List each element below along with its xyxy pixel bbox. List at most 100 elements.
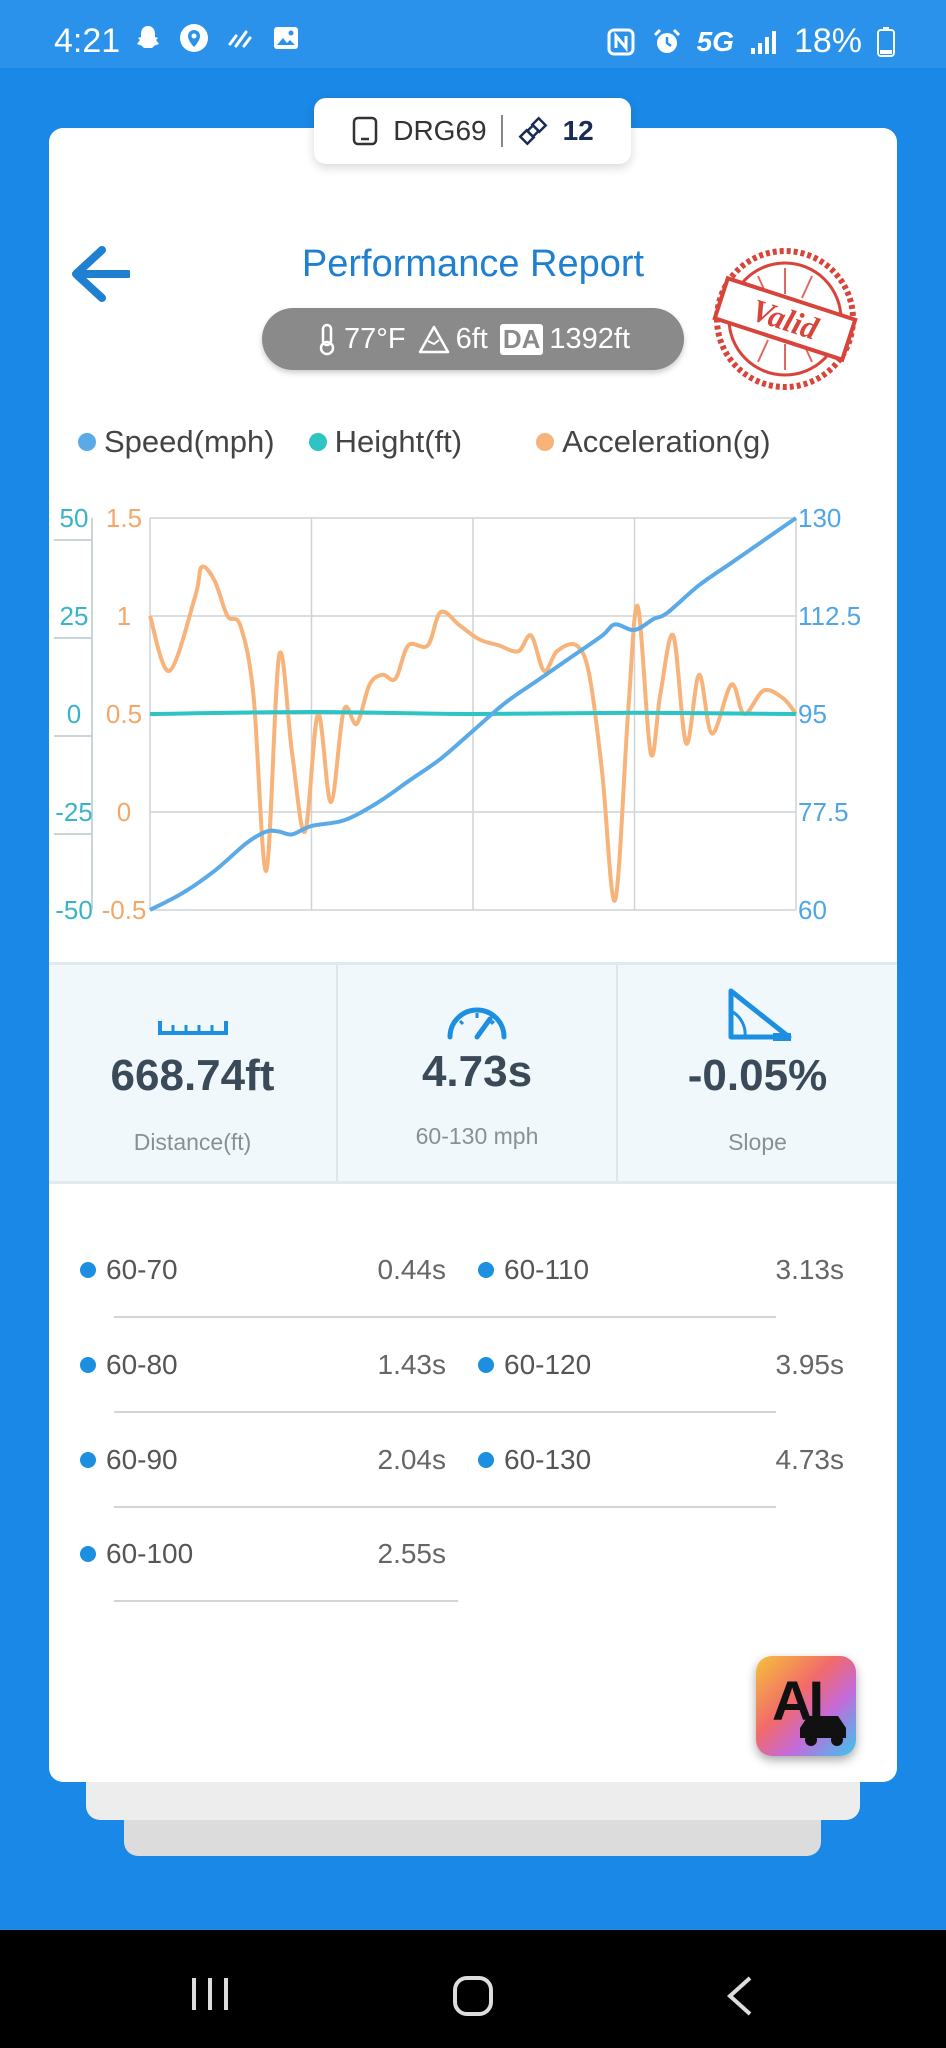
legend-acceleration-dot <box>536 433 555 451</box>
split-row: 60-80 1.43s <box>80 1349 458 1443</box>
split-divider <box>404 1316 776 1318</box>
speed-tick-label: 60 <box>798 895 827 925</box>
split-row: 60-70 0.44s <box>80 1254 458 1348</box>
accel-tick-label: 1.5 <box>106 503 142 533</box>
ruler-icon <box>157 1021 228 1035</box>
split-time: 4.73s <box>775 1444 845 1475</box>
network-label: 5G <box>696 25 734 57</box>
split-time: 2.55s <box>377 1538 447 1569</box>
accel-tick-label: 0 <box>117 797 131 827</box>
height-tick-label: -25 <box>55 797 93 827</box>
status-right: 5G 18% <box>605 22 896 61</box>
notification-icons <box>132 22 302 54</box>
legend-speed-dot <box>78 433 96 451</box>
acceleration-series-line <box>148 564 798 903</box>
height-tick-label: 25 <box>60 601 89 631</box>
device-name: DRG69 <box>393 115 487 146</box>
temperature-value: 77°F <box>343 322 406 355</box>
split-range: 60-120 <box>478 1349 591 1381</box>
distance-value: 668.74ft <box>110 1051 275 1100</box>
speed-tick-label: 95 <box>798 699 827 729</box>
split-range: 60-90 <box>80 1444 178 1476</box>
split-divider <box>404 1411 776 1413</box>
split-dot <box>80 1262 96 1278</box>
split-range-label: 60-90 <box>106 1444 178 1475</box>
split-range-label: 60-80 <box>106 1349 178 1380</box>
time-stat: 4.73s 60-130 mph <box>336 965 616 1181</box>
split-range: 60-110 <box>478 1254 589 1286</box>
density-altitude-value: 1392ft <box>549 322 631 355</box>
split-row: 60-90 2.04s <box>80 1444 458 1538</box>
back-arrow-icon[interactable] <box>66 244 130 304</box>
speed-tick-label: 112.5 <box>798 601 861 631</box>
split-range: 60-80 <box>80 1349 178 1381</box>
status-time: 4:21 <box>54 22 121 60</box>
slope-value: -0.05% <box>687 1051 828 1100</box>
back-nav-icon[interactable] <box>720 1972 760 2020</box>
split-range: 60-100 <box>80 1538 193 1570</box>
legend-acceleration[interactable]: Acceleration(g) <box>536 424 771 460</box>
location-icon <box>180 24 208 52</box>
split-range-label: 60-110 <box>504 1254 590 1285</box>
speed-tick-label: 130 <box>798 503 841 533</box>
split-divider <box>114 1506 458 1508</box>
time-label: 60-130 mph <box>415 1123 539 1149</box>
device-separator <box>500 115 503 147</box>
car-icon <box>800 1716 846 1746</box>
height-tick-label: 0 <box>67 699 81 729</box>
accel-tick-label: 0.5 <box>106 699 142 729</box>
split-row: 60-100 2.55s <box>80 1538 458 1632</box>
legend-speed[interactable]: Speed(mph) <box>78 424 275 460</box>
satellite-icon <box>518 116 548 146</box>
stream-icon <box>228 30 252 48</box>
density-altitude-item: DA 1392ft <box>499 322 631 356</box>
conditions-pill: 77°F 6ft DA 1392ft <box>262 308 684 370</box>
distance-label: Distance(ft) <box>133 1129 252 1155</box>
ai-assistant-button[interactable]: AI <box>756 1656 856 1756</box>
split-range-label: 60-100 <box>106 1538 194 1569</box>
home-icon[interactable] <box>451 1974 495 2018</box>
speedometer-icon <box>447 1007 507 1040</box>
split-divider <box>114 1600 458 1602</box>
slope-icon <box>728 988 791 1041</box>
system-nav-bar <box>0 1930 946 2048</box>
status-bar: 4:21 5G 18% <box>0 0 946 68</box>
split-dot <box>478 1357 494 1373</box>
legend-speed-label: Speed(mph) <box>104 424 275 459</box>
split-dot <box>80 1357 96 1373</box>
mountain-icon <box>418 325 449 354</box>
performance-chart[interactable]: 50 25 0 -25 -50 1.5 1 0.5 0 -0.5 130 112.5 95 77.5 60 <box>0 470 946 930</box>
gallery-icon <box>274 27 298 49</box>
speed-tick-label: 77.5 <box>798 797 849 827</box>
nfc-icon <box>607 28 635 55</box>
chart-legend: Speed(mph) Height(ft) Acceleration(g) <box>78 424 805 460</box>
split-divider <box>404 1506 776 1508</box>
split-range-label: 60-120 <box>504 1349 592 1380</box>
valid-stamp: Valid <box>712 248 858 390</box>
split-divider <box>114 1411 458 1413</box>
legend-height-label: Height(ft) <box>334 424 463 459</box>
distance-stat: 668.74ft Distance(ft) <box>49 965 336 1181</box>
split-row: 60-120 3.95s <box>404 1349 845 1443</box>
split-divider <box>114 1316 458 1318</box>
device-icon <box>352 116 378 146</box>
alarm-icon <box>653 28 680 53</box>
split-time: 1.43s <box>377 1349 447 1380</box>
split-range-label: 60-70 <box>106 1254 178 1285</box>
slope-label: Slope <box>728 1129 787 1155</box>
split-dot <box>80 1452 96 1468</box>
split-dot <box>80 1546 96 1562</box>
split-time: 3.95s <box>775 1349 845 1380</box>
elevation-value: 6ft <box>455 322 488 355</box>
legend-height-dot <box>308 433 327 451</box>
split-range: 60-70 <box>80 1254 178 1286</box>
split-range-label: 60-130 <box>504 1444 592 1475</box>
accel-tick-label: -0.5 <box>102 895 147 925</box>
split-time: 2.04s <box>377 1444 447 1475</box>
legend-height[interactable]: Height(ft) <box>308 424 463 460</box>
device-pill[interactable]: DRG69 12 <box>314 98 631 164</box>
battery-percent: 18% <box>793 22 862 60</box>
signal-icon <box>750 30 776 54</box>
height-tick-label: -50 <box>55 895 93 925</box>
recent-apps-icon[interactable] <box>188 1974 232 2014</box>
